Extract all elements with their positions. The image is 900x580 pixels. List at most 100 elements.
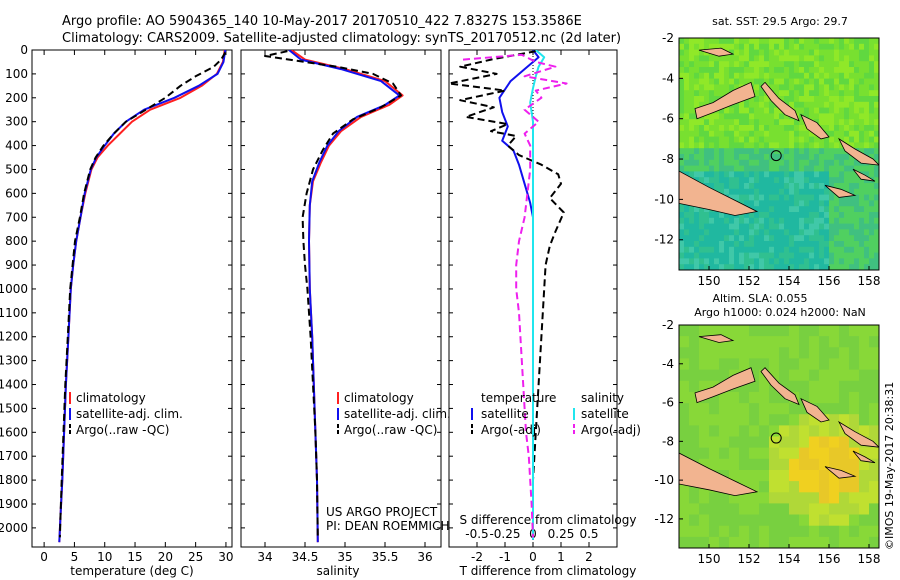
map-cell [854, 96, 860, 103]
map-cell [769, 358, 780, 371]
map-cell [849, 414, 860, 426]
map-cell [734, 119, 740, 126]
map-cell [784, 194, 790, 201]
map-cell [769, 252, 775, 259]
map-cell [864, 125, 870, 132]
map-cell [819, 148, 825, 155]
map-cell [849, 107, 855, 114]
map-cell [839, 43, 845, 51]
map-cell [809, 436, 820, 449]
map-cell [689, 107, 695, 114]
map-cell [689, 55, 695, 62]
map-cell [824, 90, 830, 97]
map-cell [819, 235, 825, 242]
map-cell [859, 43, 865, 51]
map-cell [789, 136, 795, 143]
map-cell [739, 264, 745, 270]
map-cell [854, 229, 860, 236]
map-cell [859, 212, 865, 219]
map-cell [849, 492, 860, 505]
map-cell [759, 107, 765, 114]
map-cell [699, 414, 710, 426]
map-cell [789, 55, 795, 62]
map-cell [799, 391, 810, 404]
map-cell [804, 55, 810, 62]
sst-map-frame [678, 37, 880, 271]
map-cell [814, 136, 820, 143]
map-cell [874, 188, 879, 196]
map-cell [829, 403, 840, 415]
map-cell [764, 55, 770, 62]
map-cell [759, 200, 765, 207]
map-cell [739, 458, 750, 471]
map-cell [709, 43, 715, 51]
map-cell [769, 536, 780, 548]
map-cell [849, 358, 860, 371]
map-cell [819, 61, 825, 68]
map-cell [859, 67, 865, 74]
map-cell [844, 217, 850, 225]
map-cell [719, 72, 725, 80]
map-cell [814, 194, 820, 201]
map-cell [859, 72, 865, 80]
map-cell [814, 246, 820, 254]
map-cell [679, 84, 685, 91]
x-tick-label: 5 [71, 550, 79, 564]
map-cell [769, 136, 775, 143]
map-cell [869, 414, 879, 426]
map-cell [869, 241, 875, 248]
map-cell [864, 183, 870, 190]
sst-map-title: sat. SST: 29.5 Argo: 29.7 [712, 15, 848, 28]
map-cell [844, 113, 850, 120]
map-cell [799, 246, 805, 254]
map-cell [824, 38, 830, 45]
map-cell [844, 235, 850, 242]
map-cell [834, 241, 840, 248]
map-cell [799, 38, 805, 45]
map-cell [789, 217, 795, 225]
map-cell [769, 481, 780, 493]
map-cell [684, 252, 690, 259]
map-cell [719, 188, 725, 196]
map-cell [734, 136, 740, 143]
map-cell [809, 67, 815, 74]
map-cell [789, 325, 800, 337]
map-cell [709, 96, 715, 103]
map-cell [724, 241, 730, 248]
legend-label-satellite: satellite-adj. clim. [76, 407, 183, 421]
map-cell [819, 154, 825, 161]
map-cell [849, 188, 855, 196]
land-mass [824, 466, 857, 479]
map-cell [824, 264, 830, 270]
map-cell [859, 235, 865, 242]
map-cell [844, 165, 850, 172]
map-cell [704, 84, 710, 91]
map-cell [784, 142, 790, 149]
map-cell [854, 67, 860, 74]
map-cell [714, 113, 720, 120]
map-cell [739, 347, 750, 360]
map-cell [789, 403, 800, 415]
map-cell [779, 125, 785, 132]
map-cell [769, 148, 775, 155]
map-cell [854, 49, 860, 56]
map-cell [769, 194, 775, 201]
map-cell [774, 252, 780, 259]
map-cell [704, 229, 710, 236]
map-cell [809, 229, 815, 236]
map-x-tick-label: 154 [778, 552, 801, 566]
map-cell [769, 503, 780, 516]
map-cell [784, 119, 790, 126]
map-cell [839, 206, 845, 213]
map-cell [809, 96, 815, 103]
map-cell [859, 336, 870, 348]
map-cell [719, 113, 725, 120]
map-cell [769, 425, 780, 438]
map-cell [779, 136, 785, 143]
map-cell [754, 72, 760, 80]
map-cell [864, 43, 870, 51]
map-cell [774, 217, 780, 225]
map-cell [694, 43, 700, 51]
map-cell [839, 447, 850, 460]
map-cell [759, 130, 765, 138]
